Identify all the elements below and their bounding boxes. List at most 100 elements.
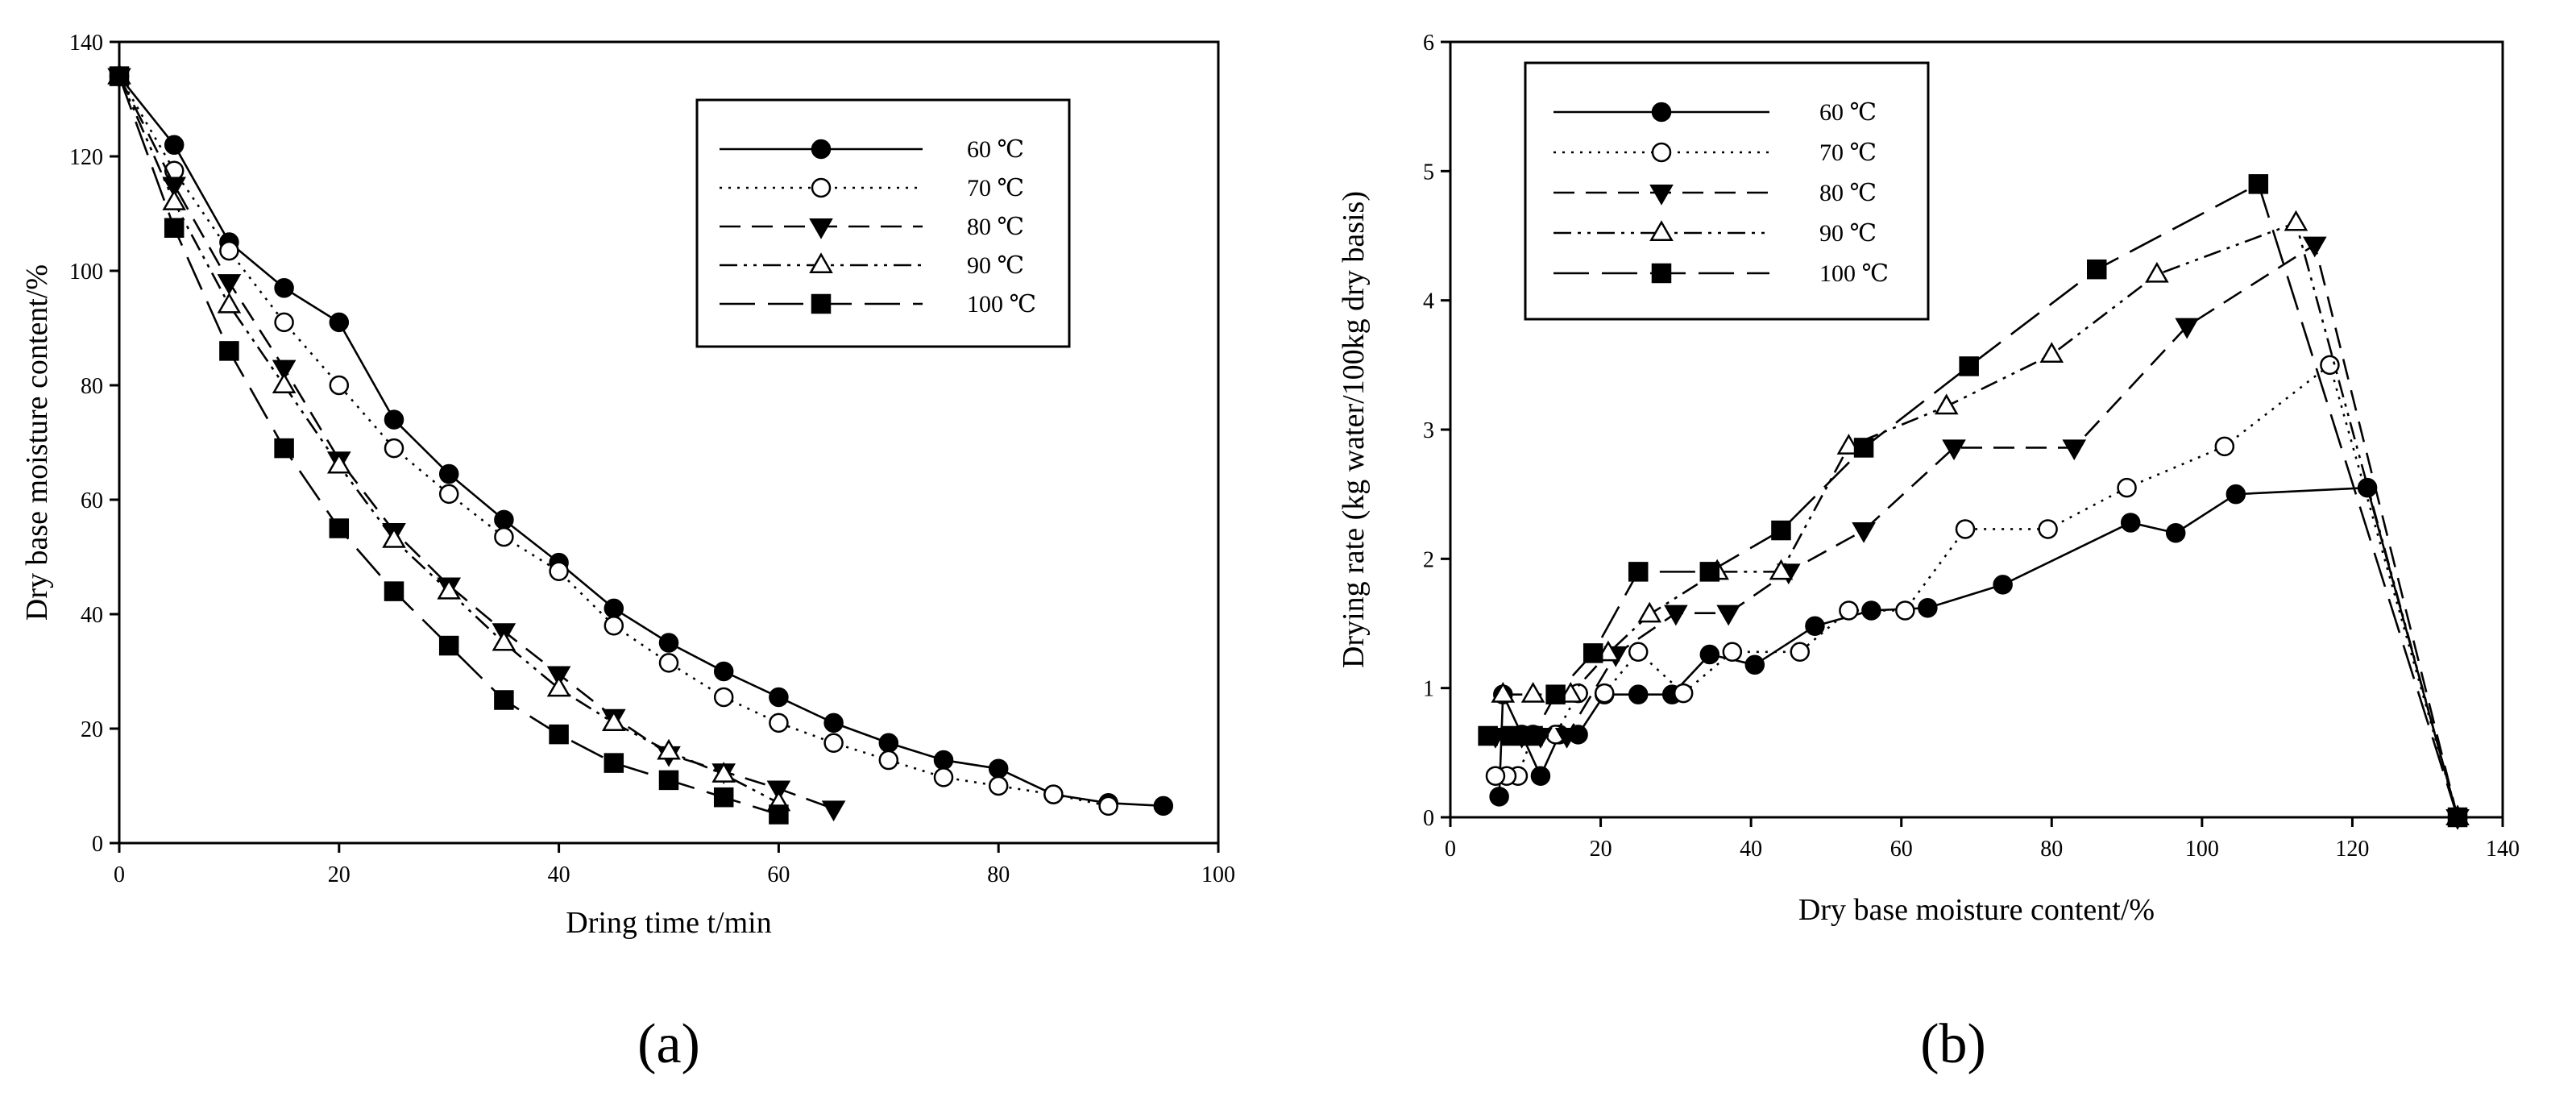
data-point bbox=[1853, 438, 1874, 458]
data-point bbox=[1628, 642, 1649, 663]
y-axis-label-b: Drying rate (kg water/100kg dry basis) bbox=[1337, 191, 1371, 668]
legend-label: 90 ℃ bbox=[967, 252, 1024, 279]
data-point bbox=[658, 653, 679, 673]
data-point bbox=[769, 713, 789, 733]
data-point bbox=[933, 767, 954, 787]
data-point bbox=[1805, 616, 1825, 636]
data-point bbox=[2225, 484, 2246, 505]
y-tick-label: 0 bbox=[92, 832, 103, 857]
plot-frame-a bbox=[118, 40, 1220, 845]
data-point bbox=[492, 629, 516, 651]
data-point bbox=[1596, 640, 1620, 662]
series-4 bbox=[109, 66, 789, 825]
panel-label-a: (a) bbox=[637, 1013, 700, 1075]
legend-label: 90 ℃ bbox=[1819, 220, 1877, 247]
data-point bbox=[823, 733, 844, 753]
legend-marker bbox=[811, 293, 832, 314]
x-tick-label: 20 bbox=[1590, 837, 1612, 862]
data-point bbox=[162, 189, 187, 210]
data-point bbox=[823, 713, 844, 733]
x-axis-label-b: Dry base moisture content/% bbox=[1798, 893, 2155, 927]
data-point bbox=[711, 762, 736, 783]
data-point bbox=[1628, 562, 1649, 582]
data-point bbox=[988, 775, 1009, 796]
data-point bbox=[1520, 681, 1545, 703]
data-point bbox=[1098, 796, 1118, 816]
data-point bbox=[384, 438, 404, 459]
data-point bbox=[878, 733, 899, 753]
data-point bbox=[217, 274, 242, 295]
x-tick-label: 0 bbox=[114, 862, 125, 887]
data-point bbox=[1500, 725, 1520, 746]
x-tick-label: 60 bbox=[1890, 837, 1913, 862]
data-point bbox=[1554, 727, 1579, 749]
data-point bbox=[109, 66, 130, 86]
data-point bbox=[2447, 807, 2468, 828]
data-point bbox=[2320, 355, 2340, 376]
data-point bbox=[164, 135, 185, 156]
data-point bbox=[546, 675, 571, 697]
data-point bbox=[769, 687, 789, 708]
data-point bbox=[1955, 519, 1976, 539]
data-point bbox=[1558, 681, 1583, 703]
data-point bbox=[272, 359, 297, 381]
data-point bbox=[329, 312, 350, 333]
series-3 bbox=[107, 63, 791, 812]
data-point bbox=[272, 372, 297, 394]
legend-marker bbox=[811, 139, 832, 160]
data-point bbox=[1918, 598, 1938, 618]
data-point bbox=[1790, 642, 1811, 663]
data-point bbox=[2145, 261, 2169, 283]
y-tick-label: 4 bbox=[1423, 289, 1434, 314]
data-point bbox=[604, 753, 624, 773]
data-point bbox=[1043, 784, 1064, 804]
data-point bbox=[549, 724, 569, 745]
series-4 bbox=[1478, 174, 2468, 828]
data-point bbox=[329, 518, 350, 538]
data-point bbox=[326, 452, 351, 474]
legend-marker bbox=[809, 218, 833, 239]
legend-label: 80 ℃ bbox=[967, 214, 1024, 240]
legend-box-a bbox=[695, 98, 1071, 348]
data-point bbox=[2165, 523, 2186, 543]
data-point bbox=[601, 710, 626, 731]
legend-label: 100 ℃ bbox=[1819, 260, 1889, 287]
data-point bbox=[1934, 393, 1959, 415]
data-point bbox=[1673, 683, 1694, 704]
legend-box-b bbox=[1524, 61, 1930, 321]
data-point bbox=[657, 738, 681, 760]
x-tick-label: 80 bbox=[2040, 837, 2063, 862]
data-point bbox=[382, 526, 406, 548]
data-point bbox=[219, 341, 239, 361]
y-tick-label: 120 bbox=[69, 145, 103, 170]
y-tick-label: 80 bbox=[81, 374, 103, 399]
data-point bbox=[713, 787, 734, 808]
data-point bbox=[2062, 439, 2087, 461]
data-point bbox=[438, 463, 459, 484]
data-point bbox=[1530, 766, 1551, 786]
data-point bbox=[878, 750, 899, 771]
series-2 bbox=[107, 68, 846, 822]
y-tick-label: 6 bbox=[1423, 31, 1434, 56]
legend-marker bbox=[1651, 263, 1672, 284]
data-point bbox=[713, 661, 734, 682]
y-tick-label: 1 bbox=[1423, 677, 1434, 702]
series-1 bbox=[1485, 355, 2468, 828]
data-point bbox=[604, 598, 624, 619]
chart-panel-b: 0 20 40 60 80 100 120 140 0 1 2 3 4 5 6 Dry base moist… bbox=[1337, 31, 2520, 1075]
x-tick-label: 0 bbox=[1445, 837, 1456, 862]
data-point bbox=[1664, 605, 1688, 626]
data-point bbox=[1491, 681, 1516, 703]
series-0 bbox=[109, 66, 1174, 816]
data-point bbox=[769, 804, 789, 825]
data-point bbox=[1722, 642, 1743, 663]
data-point bbox=[2120, 513, 2141, 533]
data-point bbox=[274, 278, 294, 298]
data-point bbox=[1594, 683, 1615, 704]
data-point bbox=[217, 292, 242, 314]
data-point bbox=[384, 409, 404, 430]
data-point bbox=[1583, 643, 1603, 663]
x-tick-label: 100 bbox=[2185, 837, 2219, 862]
series-line bbox=[1495, 243, 2459, 818]
y-tick-label: 100 bbox=[69, 260, 103, 285]
